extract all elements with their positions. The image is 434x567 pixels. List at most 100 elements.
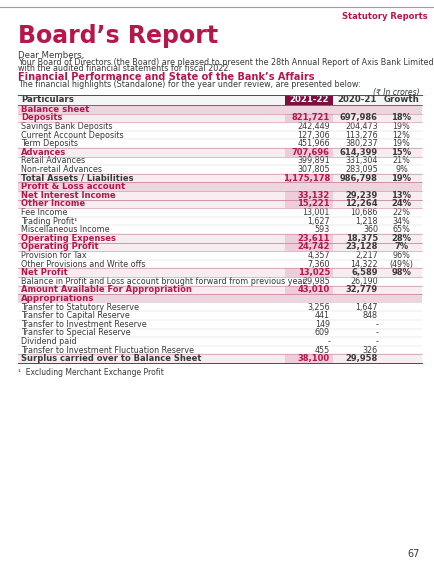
Text: 24%: 24% — [391, 200, 411, 209]
Text: 15%: 15% — [391, 148, 411, 157]
Text: -: - — [374, 320, 377, 329]
Text: 96%: 96% — [391, 251, 410, 260]
Text: 307,805: 307,805 — [297, 165, 329, 174]
Text: Other Provisions and Write offs: Other Provisions and Write offs — [21, 260, 145, 269]
Bar — [18, 183, 421, 191]
Bar — [284, 268, 332, 277]
Text: 204,473: 204,473 — [345, 122, 377, 131]
Bar — [18, 191, 421, 200]
Bar — [18, 200, 421, 208]
Text: 614,399: 614,399 — [339, 148, 377, 157]
Text: Term Deposits: Term Deposits — [21, 139, 78, 148]
Text: 609: 609 — [314, 328, 329, 337]
Text: Fee Income: Fee Income — [21, 208, 67, 217]
Bar — [284, 243, 332, 251]
Text: 127,306: 127,306 — [297, 130, 329, 139]
Text: 29,985: 29,985 — [302, 277, 329, 286]
Text: 23,128: 23,128 — [345, 243, 377, 251]
Bar — [284, 286, 332, 294]
Text: 326: 326 — [362, 346, 377, 354]
Text: Miscellaneous Income: Miscellaneous Income — [21, 225, 109, 234]
Text: 1,627: 1,627 — [307, 217, 329, 226]
Bar — [18, 243, 421, 251]
Bar — [284, 148, 332, 156]
Text: 23,611: 23,611 — [297, 234, 329, 243]
Text: 13%: 13% — [391, 191, 411, 200]
Text: 32,779: 32,779 — [345, 285, 377, 294]
Text: 360: 360 — [362, 225, 377, 234]
Text: Dividend paid: Dividend paid — [21, 337, 76, 346]
Text: 14,322: 14,322 — [349, 260, 377, 269]
Text: 65%: 65% — [391, 225, 410, 234]
Text: 24,742: 24,742 — [297, 243, 329, 251]
Text: Savings Bank Deposits: Savings Bank Deposits — [21, 122, 112, 131]
Text: 149: 149 — [314, 320, 329, 329]
Text: 7%: 7% — [394, 243, 408, 251]
Text: 1,647: 1,647 — [355, 303, 377, 312]
Bar — [18, 95, 421, 105]
Text: Appropriations: Appropriations — [21, 294, 94, 303]
Text: 242,449: 242,449 — [296, 122, 329, 131]
Text: 98%: 98% — [391, 268, 411, 277]
Text: 13,025: 13,025 — [297, 268, 329, 277]
Text: Provision for Tax: Provision for Tax — [21, 251, 86, 260]
Text: 441: 441 — [314, 311, 329, 320]
Text: ¹  Excluding Merchant Exchange Profit: ¹ Excluding Merchant Exchange Profit — [18, 368, 164, 377]
Text: Net Interest Income: Net Interest Income — [21, 191, 115, 200]
Text: 19%: 19% — [391, 139, 410, 148]
Text: 6,589: 6,589 — [351, 268, 377, 277]
Text: 29,958: 29,958 — [345, 354, 377, 363]
Text: 34%: 34% — [392, 217, 409, 226]
Text: Particulars: Particulars — [21, 95, 74, 104]
Bar — [18, 148, 421, 156]
Text: 3,256: 3,256 — [307, 303, 329, 312]
Text: Operating Profit: Operating Profit — [21, 243, 99, 251]
Text: 28%: 28% — [391, 234, 411, 243]
Text: 283,095: 283,095 — [345, 165, 377, 174]
Text: 821,721: 821,721 — [291, 113, 329, 122]
Text: Transfer to Statutory Reserve: Transfer to Statutory Reserve — [21, 303, 139, 312]
Bar — [284, 95, 332, 105]
Bar — [18, 268, 421, 277]
Text: with the audited financial statements for fiscal 2022.: with the audited financial statements fo… — [18, 64, 230, 73]
Text: 986,798: 986,798 — [339, 174, 377, 183]
Bar — [18, 174, 421, 183]
Text: 22%: 22% — [391, 208, 410, 217]
Bar — [284, 174, 332, 183]
Text: 21%: 21% — [391, 156, 410, 166]
Text: 1,175,178: 1,175,178 — [282, 174, 329, 183]
Text: Financial Performance and State of the Bank’s Affairs: Financial Performance and State of the B… — [18, 72, 314, 82]
Text: 12,264: 12,264 — [345, 200, 377, 209]
Text: 18,375: 18,375 — [345, 234, 377, 243]
Text: Transfer to Special Reserve: Transfer to Special Reserve — [21, 328, 130, 337]
Text: 399,891: 399,891 — [296, 156, 329, 166]
Text: Transfer to Capital Reserve: Transfer to Capital Reserve — [21, 311, 129, 320]
Text: Other Income: Other Income — [21, 200, 85, 209]
Text: 2,217: 2,217 — [355, 251, 377, 260]
Bar — [18, 105, 421, 113]
Text: The financial highlights (Standalone) for the year under review, are presented b: The financial highlights (Standalone) fo… — [18, 80, 360, 89]
Text: 12%: 12% — [391, 130, 410, 139]
Text: 2020-21: 2020-21 — [336, 95, 376, 104]
Text: Total Assets / Liabilities: Total Assets / Liabilities — [21, 174, 133, 183]
Bar — [284, 200, 332, 208]
Text: Balance in Profit and Loss account brought forward from previous year: Balance in Profit and Loss account broug… — [21, 277, 305, 286]
Text: Growth: Growth — [383, 95, 418, 104]
Text: -: - — [326, 337, 329, 346]
Text: 455: 455 — [314, 346, 329, 354]
Text: 29,239: 29,239 — [345, 191, 377, 200]
Text: 707,696: 707,696 — [291, 148, 329, 157]
Text: Statutory Reports: Statutory Reports — [342, 12, 427, 21]
Bar — [18, 286, 421, 294]
Text: Trading Profit¹: Trading Profit¹ — [21, 217, 77, 226]
Text: 7,360: 7,360 — [307, 260, 329, 269]
Bar — [284, 191, 332, 200]
Bar — [18, 294, 421, 303]
Bar — [18, 234, 421, 243]
Text: 9%: 9% — [394, 165, 407, 174]
Text: -: - — [374, 328, 377, 337]
Text: Profit & Loss account: Profit & Loss account — [21, 182, 125, 191]
Text: 593: 593 — [314, 225, 329, 234]
Text: Dear Members,: Dear Members, — [18, 51, 84, 60]
Text: -: - — [374, 337, 377, 346]
